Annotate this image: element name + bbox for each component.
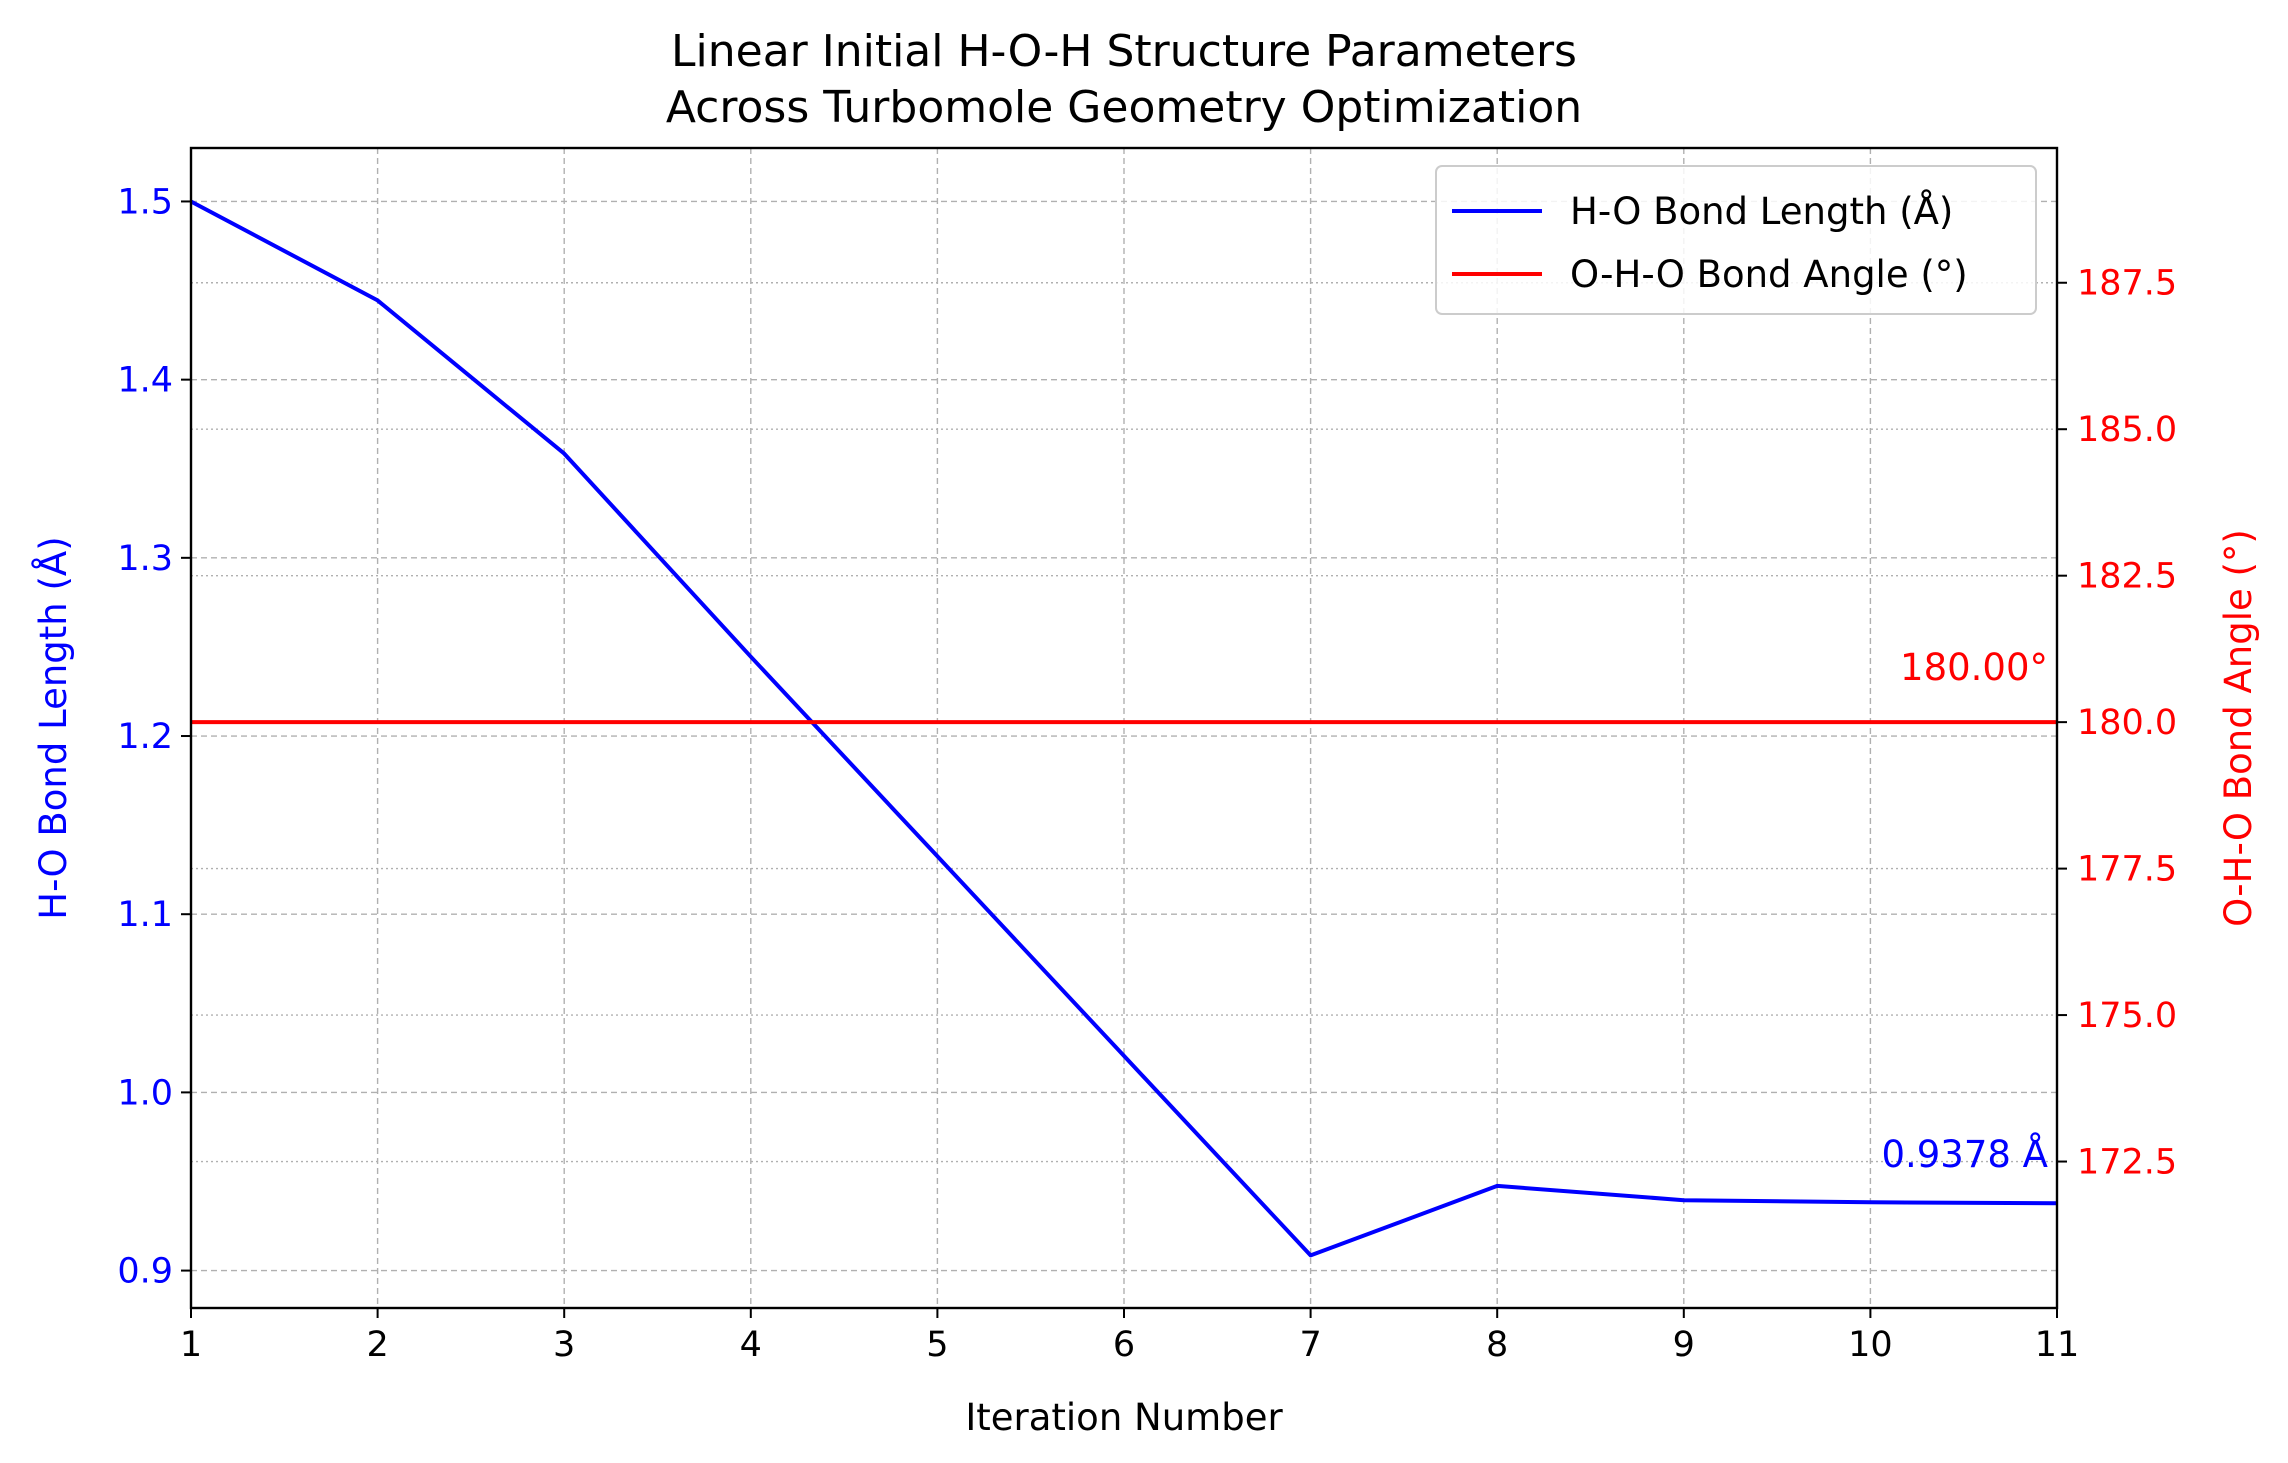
y-right-tick-label: 172.5: [2077, 1143, 2177, 1183]
series-lines: [190, 199, 2058, 1258]
x-tick-label: 4: [740, 1325, 762, 1365]
y-axis-left-label: H-O Bond Length (Å): [31, 536, 75, 919]
x-axis-label: Iteration Number: [965, 1396, 1283, 1439]
x-tick-label: 6: [1113, 1325, 1135, 1365]
x-tick-label: 10: [1848, 1325, 1893, 1365]
annotation-bond-length: 0.9378 Å: [1881, 1132, 2048, 1176]
legend-label-bond-angle: O-H-O Bond Angle (°): [1570, 253, 1968, 296]
chart-title-line1: Linear Initial H-O-H Structure Parameter…: [671, 26, 1577, 77]
y-right-tick-label: 187.5: [2077, 264, 2177, 304]
x-tick-label: 9: [1673, 1325, 1695, 1365]
y-left-tick-label: 0.9: [117, 1252, 173, 1292]
y-left-tick-label: 1.4: [117, 361, 173, 401]
y-left-tick-label: 1.3: [117, 539, 173, 579]
chart-title-line2: Across Turbomole Geometry Optimization: [666, 82, 1582, 133]
legend: H-O Bond Length (Å) O-H-O Bond Angle (°): [1435, 165, 2037, 315]
series-line-bond-length: [190, 199, 2058, 1258]
x-tick-label: 8: [1486, 1325, 1508, 1365]
x-tick-label: 1: [180, 1325, 202, 1365]
legend-box: [1435, 165, 2037, 315]
y-right-tick-label: 177.5: [2077, 850, 2177, 890]
y-right-tick-label: 180.0: [2077, 703, 2177, 743]
x-tick-label: 11: [2035, 1325, 2080, 1365]
y-left-tick-label: 1.2: [117, 717, 173, 757]
y-right-tick-label: 182.5: [2077, 557, 2177, 597]
annotation-bond-angle: 180.00°: [1900, 646, 2048, 689]
x-tick-label: 3: [553, 1325, 575, 1365]
y-left-tick-label: 1.1: [117, 895, 173, 935]
y-left-tick-label: 1.0: [117, 1073, 173, 1113]
y-right-tick-label: 185.0: [2077, 410, 2177, 450]
y-left-tick-label: 1.5: [117, 182, 173, 222]
axis-ticks: 1 2 3 4 5 6 7 8 9 10 11 0.9 1.0 1.1 1.2 1.3 1.4 1.5 172.5 1…: [117, 182, 2177, 1365]
annotations: 0.9378 Å 180.00°: [1881, 646, 2048, 1176]
legend-label-bond-length: H-O Bond Length (Å): [1570, 189, 1953, 233]
y-axis-right-label: O-H-O Bond Angle (°): [2217, 529, 2260, 927]
x-tick-label: 2: [366, 1325, 388, 1365]
y-right-tick-label: 175.0: [2077, 996, 2177, 1036]
x-tick-label: 5: [926, 1325, 948, 1365]
x-tick-label: 7: [1299, 1325, 1321, 1365]
